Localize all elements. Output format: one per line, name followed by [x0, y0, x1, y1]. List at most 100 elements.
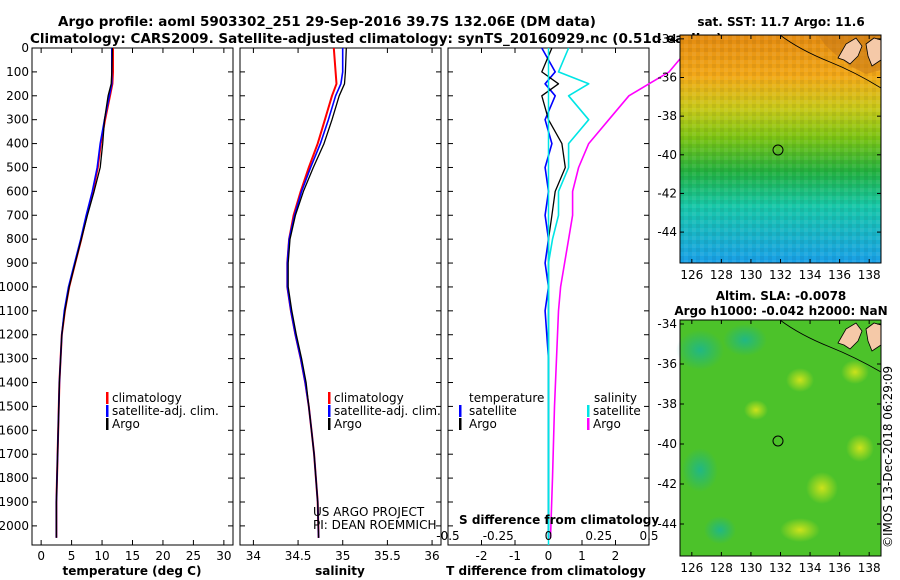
sst-bathymetry-contour [779, 34, 882, 89]
figure-title-line2: Climatology: CARS2009. Satellite-adjuste… [30, 31, 722, 47]
depth-tick-label: 1200 [0, 328, 29, 342]
lon-tick-label: 132 [769, 561, 792, 575]
depth-tick-label: 400 [6, 137, 29, 151]
depth-tick-label: 100 [6, 65, 29, 79]
legend-swatch-argo [328, 418, 331, 430]
x-tick-label: 0 [37, 549, 45, 563]
legend-swatch-argo [106, 418, 109, 430]
depth-tick-label: 1000 [0, 280, 29, 294]
x-tick-label: 1 [578, 549, 586, 563]
depth-tick-label: 300 [6, 113, 29, 127]
s-difference-tick-label: -0.25 [483, 529, 514, 543]
s-difference-tick-label: 0.5 [639, 529, 658, 543]
depth-tick-label: 1800 [0, 471, 29, 485]
s-difference-label: S difference from climatology [459, 513, 659, 527]
sla-xticks: 126 128 130 132 134 136 138 [680, 320, 881, 575]
lon-tick-label: 138 [858, 268, 881, 282]
sla-anomaly [846, 434, 874, 462]
legend-temp-satellite: satellite [469, 404, 517, 418]
lon-tick-label: 126 [680, 268, 703, 282]
lat-tick-label: -38 [657, 109, 677, 123]
watermark: ©IMOS 13-Dec-2018 06:29:09 [881, 366, 895, 548]
depth-tick-label: 1400 [0, 376, 29, 390]
lat-tick-label: -44 [657, 225, 677, 239]
sst-field-texture [680, 35, 881, 263]
difference-xlabel: T difference from climatology [446, 564, 646, 578]
legend-swatch-satellite [328, 405, 331, 417]
series-line-salinity-satellite [547, 47, 590, 538]
legend-temp-argo: Argo [469, 417, 497, 431]
depth-tick-label: 1500 [0, 399, 29, 413]
legend-climatology: climatology [112, 391, 182, 405]
x-tick-label: 25 [186, 549, 201, 563]
sla-anomaly [806, 472, 838, 504]
x-tick-label: 34.5 [285, 549, 312, 563]
series-line-climatology [286, 47, 338, 538]
x-tick-label: 20 [155, 549, 170, 563]
legend-swatch-climatology [106, 392, 109, 404]
series-line-argo [55, 47, 114, 538]
sla-bathymetry-contour [779, 319, 882, 373]
sla-map-title-line2: Argo h1000: -0.042 h2000: NaN [674, 304, 887, 318]
x-tick-label: 36 [424, 549, 439, 563]
x-tick-label: 0 [545, 549, 553, 563]
sla-anomaly [744, 400, 768, 420]
lat-tick-label: -38 [657, 397, 677, 411]
depth-tick-label: 1300 [0, 352, 29, 366]
salinity-panel: 34 34.5 35 35.5 36 [240, 47, 441, 563]
depth-tick-label: 800 [6, 232, 29, 246]
depth-tick-label: 500 [6, 160, 29, 174]
x-tick-label: -1 [509, 549, 521, 563]
legend-satellite: satellite-adj. clim. [112, 404, 219, 418]
depth-tick-label: 1100 [0, 304, 29, 318]
depth-tick-label: 1700 [0, 447, 29, 461]
legend-satellite: satellite-adj. clim. [334, 404, 441, 418]
s-difference-tick-label: 0 [545, 529, 553, 543]
sla-map-title-line1: Altim. SLA: -0.0078 [716, 289, 847, 303]
sla-land [837, 322, 863, 350]
sla-anomaly [786, 368, 814, 392]
lon-tick-label: 134 [799, 268, 822, 282]
sst-yticks: -34 -36 -38 -40 -42 -44 [657, 32, 881, 239]
x-tick-label: 10 [94, 549, 109, 563]
depth-axis: 0 100 200 300 400 500 600 700 800 900 1000 1100 1200… [0, 41, 29, 533]
lon-tick-label: 134 [799, 561, 822, 575]
series-line-salinity-argo [549, 47, 690, 538]
legend-sal-satellite: satellite [593, 404, 641, 418]
legend-swatch-temp-satellite [459, 405, 462, 417]
legend-temperature-title: temperature [469, 391, 544, 405]
legend-salinity-title: salinity [594, 391, 637, 405]
credit-line1: US ARGO PROJECT [313, 505, 425, 519]
lat-tick-label: -42 [657, 477, 677, 491]
sla-map: Altim. SLA: -0.0078 Argo h1000: -0.042 h… [657, 289, 887, 575]
salinity-legend: climatology satellite-adj. clim. Argo [328, 391, 441, 431]
sst-map: sat. SST: 11.7 Argo: 11.6 -34 -36 -38 -40 -4… [657, 15, 882, 282]
temperature-panel: 0 5 10 15 20 25 30 [32, 47, 233, 563]
sla-yticks: -34 -36 -38 -40 -42 -44 [657, 317, 881, 531]
depth-tick-label: 600 [6, 184, 29, 198]
lon-tick-label: 138 [858, 561, 881, 575]
lat-tick-label: -40 [657, 437, 677, 451]
sst-float-marker [772, 144, 784, 156]
lat-tick-label: -36 [657, 71, 677, 85]
sla-anomaly [723, 324, 767, 356]
sla-anomaly [841, 360, 869, 384]
credit-line2: PI: DEAN ROEMMICH [313, 518, 436, 532]
s-difference-tick-label: 0.25 [585, 529, 612, 543]
depth-tick-label: 900 [6, 256, 29, 270]
sst-xticks: 126 128 130 132 134 136 138 [680, 35, 881, 282]
x-tick-label: 34 [246, 549, 261, 563]
x-tick-label: 35.5 [374, 549, 401, 563]
series-line-satellite-adj-clim- [55, 48, 113, 538]
legend-argo: Argo [112, 417, 140, 431]
sla-anomaly [682, 448, 718, 492]
legend-swatch-temp-argo [459, 418, 462, 430]
lat-tick-label: -34 [657, 32, 677, 46]
sst-map-title: sat. SST: 11.7 Argo: 11.6 [697, 15, 864, 29]
depth-tick-label: 2000 [0, 519, 29, 533]
difference-legend: temperature satellite Argo salinity sate… [459, 391, 641, 431]
legend-climatology: climatology [334, 391, 404, 405]
depth-tick-label: 0 [21, 41, 29, 55]
sla-float-marker [772, 435, 784, 447]
